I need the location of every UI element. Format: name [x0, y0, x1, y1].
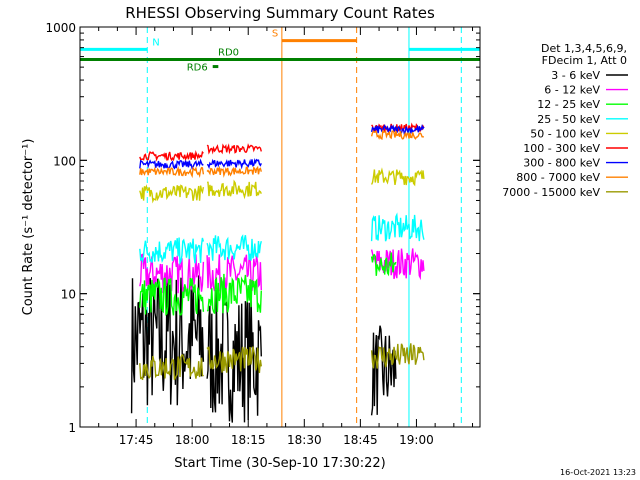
series-line-7-segment-0 [139, 165, 205, 179]
flag-label-rd6: RD6 [187, 63, 208, 74]
plot-area: N S RD0 RD6 [79, 27, 480, 427]
series-line-2-segment-0 [139, 277, 205, 316]
series-line-3-segment-0 [139, 237, 205, 266]
series-line-8-segment-2 [370, 343, 425, 369]
y-tick-label-2: 100 [53, 154, 76, 168]
series-line-4-segment-0 [139, 184, 205, 204]
series-line-1-segment-2 [370, 248, 425, 281]
series-line-7-segment-1 [206, 165, 262, 178]
series-line-6-segment-2 [370, 124, 425, 136]
series-line-5-segment-1 [206, 143, 262, 155]
x-tick-label-2: 18:15 [231, 433, 266, 447]
series-line-5-segment-0 [139, 149, 204, 162]
series-line-4-segment-1 [207, 179, 262, 200]
y-tick-label-1: 10 [61, 288, 76, 302]
x-tick-label-4: 18:45 [343, 433, 378, 447]
legend: Det 1,3,4,5,6,9, FDecim 1, Att 0 3 - 6 k… [502, 42, 628, 199]
series-line-4-segment-2 [370, 167, 425, 187]
legend-label-2: 12 - 25 keV [537, 98, 600, 111]
legend-header-line-2: FDecim 1, Att 0 [542, 54, 627, 67]
legend-header-line-1: Det 1,3,4,5,6,9, [541, 42, 627, 55]
series-line-6-segment-0 [139, 158, 204, 170]
legend-label-3: 25 - 50 keV [537, 113, 600, 126]
flag-label-rd0: RD0 [218, 48, 239, 59]
series-line-0-segment-0 [130, 275, 205, 414]
y-tick-label-3: 1000 [45, 21, 76, 35]
y-axis: 1 10 100 1000 [45, 21, 480, 435]
series-line-8-segment-1 [206, 346, 262, 374]
legend-label-8: 7000 - 15000 keV [502, 186, 600, 199]
legend-label-1: 6 - 12 keV [544, 84, 600, 97]
timestamp: 16-Oct-2021 13:23 [560, 468, 636, 477]
series-line-8-segment-0 [139, 354, 204, 381]
series-line-0-segment-1 [206, 289, 262, 423]
chart-title: RHESSI Observing Summary Count Rates [125, 4, 435, 22]
plot-frame [79, 26, 481, 428]
x-axis: 17:45 18:00 18:15 18:30 18:45 19:00 [79, 27, 474, 447]
series-line-7-segment-2 [370, 129, 425, 141]
legend-label-7: 800 - 7000 keV [516, 171, 600, 184]
x-tick-label-1: 18:00 [175, 433, 210, 447]
y-tick-label-0: 1 [68, 421, 76, 435]
x-tick-label-3: 18:30 [287, 433, 322, 447]
flag-label-s: S [272, 29, 278, 40]
legend-label-6: 300 - 800 keV [523, 157, 600, 170]
series-line-3-segment-1 [206, 234, 262, 261]
series-line-0-segment-2 [370, 325, 397, 416]
series-line-3-segment-2 [370, 212, 425, 242]
series-line-6-segment-1 [206, 157, 262, 170]
series-line-2-segment-1 [206, 273, 262, 314]
flag-label-n: N [152, 37, 159, 48]
series-line-2-segment-2 [370, 252, 397, 277]
legend-label-4: 50 - 100 keV [530, 127, 600, 140]
legend-label-5: 100 - 300 keV [523, 142, 600, 155]
x-axis-label: Start Time (30-Sep-10 17:30:22) [174, 456, 385, 471]
legend-label-0: 3 - 6 keV [551, 69, 600, 82]
x-tick-label-0: 17:45 [119, 433, 154, 447]
y-axis-label: Count Rate (s⁻¹ detector⁻¹) [21, 139, 36, 316]
x-tick-label-5: 19:00 [399, 433, 434, 447]
